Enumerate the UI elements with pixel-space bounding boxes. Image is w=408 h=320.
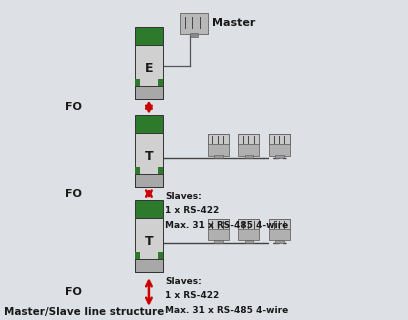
Text: Master/Slave line structure: Master/Slave line structure xyxy=(4,307,164,317)
Bar xyxy=(135,200,163,218)
Text: T: T xyxy=(144,235,153,248)
Bar xyxy=(135,133,163,187)
Bar xyxy=(189,33,198,37)
Bar xyxy=(238,134,259,156)
Bar xyxy=(208,219,229,240)
Bar xyxy=(135,45,163,99)
Bar xyxy=(158,167,163,174)
Bar xyxy=(214,240,222,243)
Text: Master: Master xyxy=(212,18,255,28)
Bar xyxy=(208,134,229,156)
Bar xyxy=(135,115,163,133)
Text: Max. 31 x RS-485 4-wire: Max. 31 x RS-485 4-wire xyxy=(165,306,288,315)
Bar xyxy=(245,240,253,243)
Bar xyxy=(214,155,222,158)
Bar xyxy=(135,27,163,45)
Text: 1 x RS-422: 1 x RS-422 xyxy=(165,291,220,300)
Bar xyxy=(135,79,140,86)
Bar xyxy=(135,259,163,272)
Bar xyxy=(135,252,140,259)
Bar xyxy=(208,134,229,144)
Bar xyxy=(158,79,163,86)
Bar xyxy=(135,167,140,174)
Bar xyxy=(180,13,208,34)
Bar xyxy=(208,219,229,229)
Bar xyxy=(269,219,290,229)
Bar xyxy=(269,134,290,156)
Bar xyxy=(269,219,290,240)
Bar xyxy=(238,134,259,144)
Text: T: T xyxy=(144,150,153,163)
Bar xyxy=(135,174,163,187)
Text: FO: FO xyxy=(65,102,82,112)
Text: 1 x RS-422: 1 x RS-422 xyxy=(165,206,220,215)
Bar xyxy=(238,219,259,240)
Bar xyxy=(269,134,290,144)
Bar xyxy=(275,240,284,243)
Bar xyxy=(158,252,163,259)
Text: Slaves:: Slaves: xyxy=(165,277,202,286)
Text: FO: FO xyxy=(65,188,82,199)
Text: E: E xyxy=(145,62,153,75)
Bar xyxy=(245,155,253,158)
Bar xyxy=(180,13,208,34)
Bar xyxy=(135,86,163,99)
Bar xyxy=(238,219,259,229)
Text: FO: FO xyxy=(65,287,82,297)
Bar xyxy=(135,218,163,272)
Text: Max. 31 x RS-485 4-wire: Max. 31 x RS-485 4-wire xyxy=(165,221,288,230)
Text: Slaves:: Slaves: xyxy=(165,192,202,201)
Bar xyxy=(275,155,284,158)
